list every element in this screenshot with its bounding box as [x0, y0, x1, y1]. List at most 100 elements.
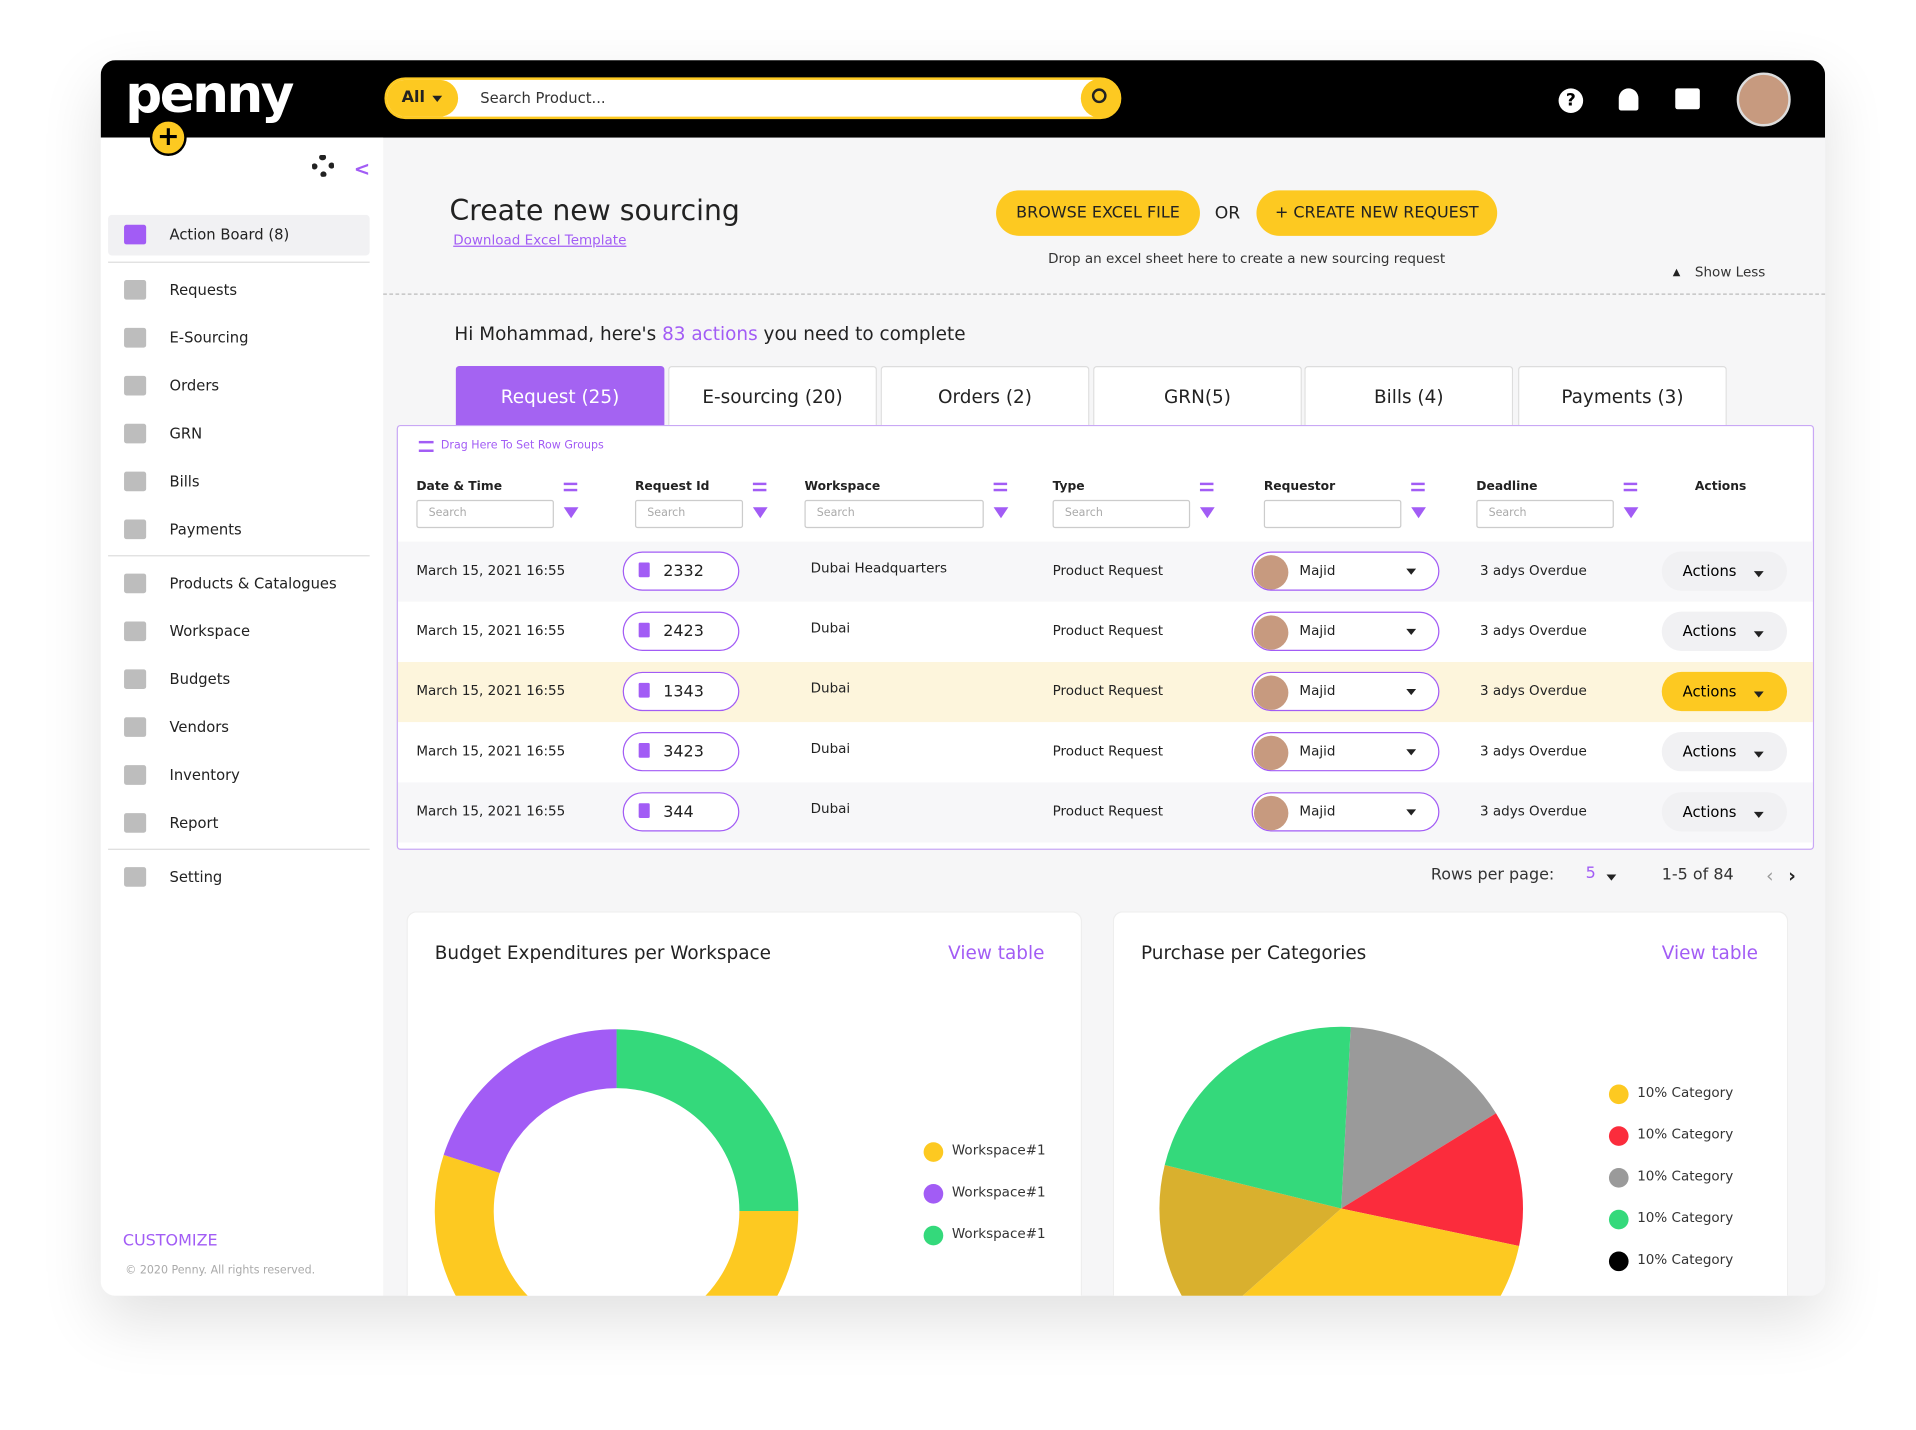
column-menu [1199, 482, 1214, 492]
column-search[interactable]: Search [1052, 499, 1191, 529]
requestor-name: Majid [1299, 562, 1336, 579]
menu-item[interactable]: Requests [169, 281, 238, 299]
slice [1164, 1026, 1351, 1209]
chat-icon[interactable] [1675, 88, 1700, 110]
legend-dot [923, 1225, 944, 1246]
legend-dot [1608, 1084, 1629, 1105]
column-header: Request Id [634, 480, 710, 494]
menu-item[interactable]: E-Sourcing [169, 329, 249, 347]
group-hint: Drag Here To Set Row Groups [440, 439, 604, 452]
column-header: Actions [1694, 480, 1747, 494]
column-search[interactable]: Search [416, 499, 554, 529]
actions-button[interactable]: Actions [1661, 611, 1788, 651]
caret [1406, 689, 1417, 696]
menu-item[interactable]: Vendors [169, 718, 229, 736]
menu-icon [124, 813, 147, 833]
create-button[interactable]: + CREATE NEW REQUEST [1256, 190, 1498, 236]
view-table-link[interactable]: View table [1661, 942, 1758, 965]
column-search[interactable]: Search [1476, 499, 1614, 529]
template-link[interactable]: Download Excel Template [453, 232, 627, 249]
menu-item[interactable]: Action Board (8) [169, 225, 290, 244]
caret [1406, 749, 1417, 756]
column-search[interactable]: Search [634, 499, 744, 529]
tab[interactable]: Bills (4) [1304, 366, 1514, 425]
sidebar [100, 137, 384, 1296]
menu-item[interactable]: Workspace [169, 622, 251, 640]
menu-item[interactable]: Orders [169, 377, 220, 395]
request-id: 1343 [663, 682, 704, 702]
menu-icon [124, 224, 147, 245]
deadline-cell: 3 adys Overdue [1479, 803, 1587, 820]
tab[interactable]: E-sourcing (20) [668, 366, 877, 425]
menu-item[interactable]: Report [169, 814, 219, 832]
date-cell: March 15, 2021 16:55 [416, 743, 566, 760]
filter-icon [752, 507, 768, 519]
bell-icon[interactable] [1618, 88, 1639, 111]
caret [1753, 691, 1764, 698]
filter-icon [563, 507, 579, 519]
menu-icon [124, 423, 147, 444]
divider [383, 293, 1826, 295]
collapse-caret: ▲ [1672, 266, 1681, 278]
request-id: 2423 [663, 622, 704, 642]
caret [1406, 568, 1417, 575]
date-cell: March 15, 2021 16:55 [416, 562, 566, 579]
filter-icon [993, 507, 1009, 519]
column-header: Deadline [1476, 480, 1538, 494]
type-cell: Product Request [1052, 562, 1164, 579]
requestor-avatar [1253, 615, 1289, 650]
menu-item[interactable]: Products & Catalogues [169, 574, 337, 592]
copyright: © 2020 Penny. All rights reserved. [125, 1265, 316, 1278]
deadline-cell: 3 adys Overdue [1479, 743, 1587, 760]
tab[interactable]: Orders (2) [880, 366, 1090, 425]
tab[interactable]: Payments (3) [1518, 366, 1727, 425]
caret [1753, 631, 1764, 638]
column-search[interactable] [1263, 499, 1402, 529]
column-menu [752, 482, 767, 492]
column-header: Date & Time [416, 480, 503, 494]
prev-page[interactable]: ‹ [1766, 864, 1774, 887]
show-less[interactable]: Show Less [1694, 264, 1766, 281]
menu-item[interactable]: Budgets [169, 670, 231, 688]
tab[interactable]: Request (25) [455, 366, 665, 425]
or-label: OR [1214, 203, 1241, 224]
rows-per-page-value[interactable]: 5 [1585, 864, 1596, 884]
settings-icon[interactable] [311, 154, 335, 177]
type-cell: Product Request [1052, 743, 1164, 760]
caret [1606, 874, 1617, 881]
actions-button[interactable]: Actions [1661, 551, 1788, 591]
actions-button[interactable]: Actions [1661, 671, 1788, 712]
browse-button[interactable]: BROWSE EXCEL FILE [996, 190, 1200, 236]
menu-item[interactable]: Payments [169, 520, 242, 538]
column-menu [993, 482, 1008, 492]
greeting-count: 83 actions [662, 323, 758, 346]
help-icon[interactable]: ? [1558, 88, 1584, 113]
menu-icon [124, 765, 147, 785]
menu-item[interactable]: Inventory [169, 766, 240, 784]
filter-icon [1199, 507, 1215, 519]
sourcing-title: Create new sourcing [449, 195, 740, 228]
greeting-text: here's [600, 323, 657, 346]
tab[interactable]: GRN(5) [1093, 366, 1302, 425]
actions-button[interactable]: Actions [1661, 792, 1788, 832]
next-page[interactable]: › [1788, 864, 1796, 887]
menu-item[interactable]: Bills [169, 472, 200, 491]
search-placeholder: Search Product... [480, 89, 606, 107]
menu-icon [124, 519, 147, 540]
column-search[interactable]: Search [804, 499, 984, 529]
collapse-icon[interactable]: < [353, 157, 371, 181]
search-filter[interactable] [386, 79, 459, 117]
legend-label: Workspace#1 [951, 1142, 1046, 1159]
add-button[interactable]: + [149, 119, 187, 156]
actions-button[interactable]: Actions [1661, 732, 1788, 772]
greeting-suffix: you need to complete [763, 323, 966, 346]
menu-item[interactable]: GRN [169, 424, 203, 443]
customize-link[interactable]: CUSTOMIZE [122, 1231, 218, 1251]
doc-icon [638, 743, 650, 758]
requestor-name: Majid [1299, 803, 1336, 820]
chart [1159, 1026, 1629, 1296]
menu-item[interactable]: Setting [169, 868, 223, 886]
slice [616, 1029, 799, 1212]
view-table-link[interactable]: View table [948, 942, 1045, 965]
avatar[interactable] [1736, 72, 1791, 127]
